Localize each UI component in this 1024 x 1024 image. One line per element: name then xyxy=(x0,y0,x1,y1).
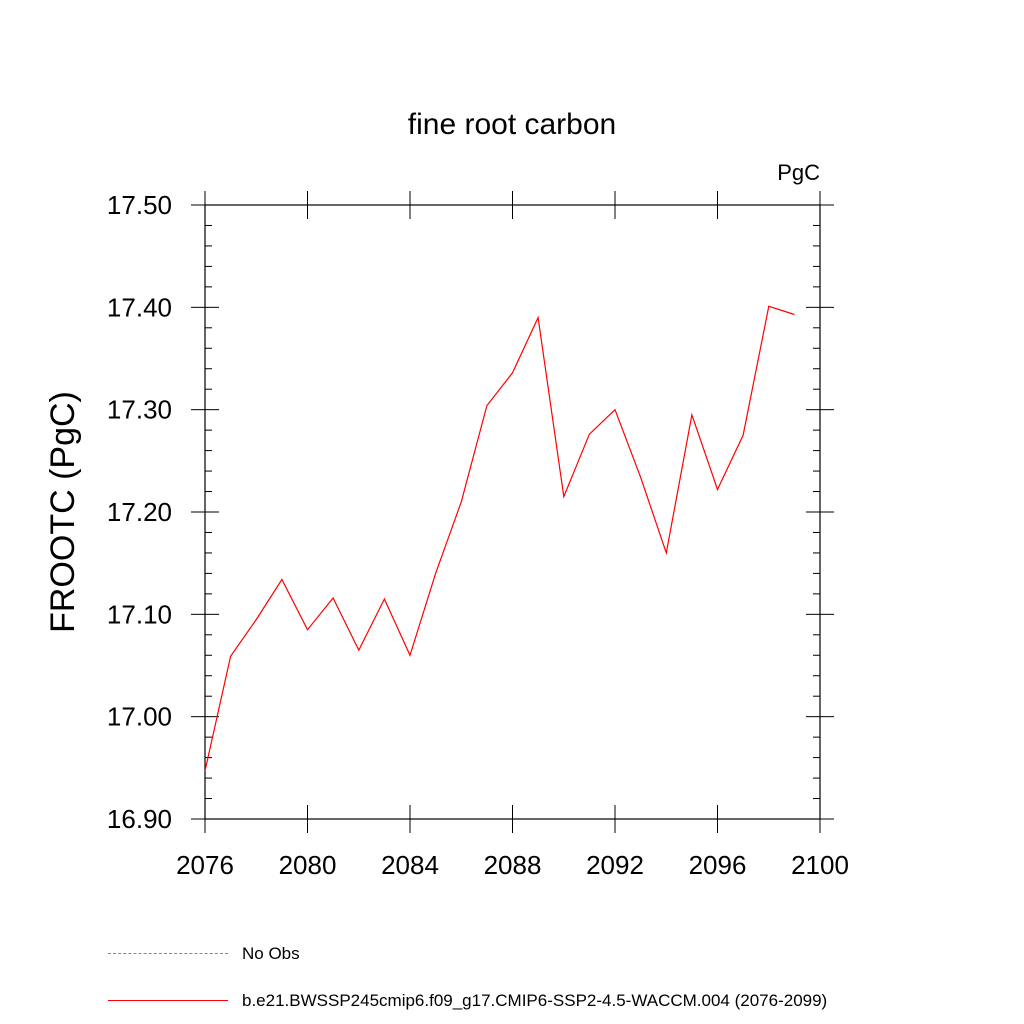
series-line xyxy=(204,305,795,772)
x-tick-label: 2092 xyxy=(586,850,644,880)
x-tick-label: 2076 xyxy=(176,850,234,880)
y-tick-label: 17.00 xyxy=(107,702,172,732)
y-tick-label: 17.30 xyxy=(107,395,172,425)
x-tick-label: 2080 xyxy=(279,850,337,880)
y-tick-label: 17.40 xyxy=(107,292,172,322)
y-tick-label: 17.20 xyxy=(107,497,172,527)
legend-label-model-run: b.e21.BWSSP245cmip6.f09_g17.CMIP6-SSP2-4… xyxy=(242,991,828,1010)
legend-label-no-obs: No Obs xyxy=(242,944,300,963)
chart-title: fine root carbon xyxy=(408,108,616,141)
plot-frame xyxy=(204,204,821,820)
x-tick-label: 2096 xyxy=(689,850,747,880)
x-tick-label: 2084 xyxy=(381,850,439,880)
units-label: PgC xyxy=(777,160,820,185)
plot-area: 2076 2080 2084 2088 2092 2096 2100 16.90 17.00 17… xyxy=(107,190,849,880)
legend-swatch-dashed xyxy=(108,953,228,954)
y-axis-label: FROOTC (PgC) xyxy=(44,391,82,633)
y-tick-label: 17.50 xyxy=(107,190,172,220)
y-tick-label: 16.90 xyxy=(107,804,172,834)
x-tick-label: 2088 xyxy=(484,850,542,880)
legend-swatch-solid xyxy=(108,1000,228,1001)
x-tick-label: 2100 xyxy=(791,850,849,880)
y-tick-label: 17.10 xyxy=(107,599,172,629)
